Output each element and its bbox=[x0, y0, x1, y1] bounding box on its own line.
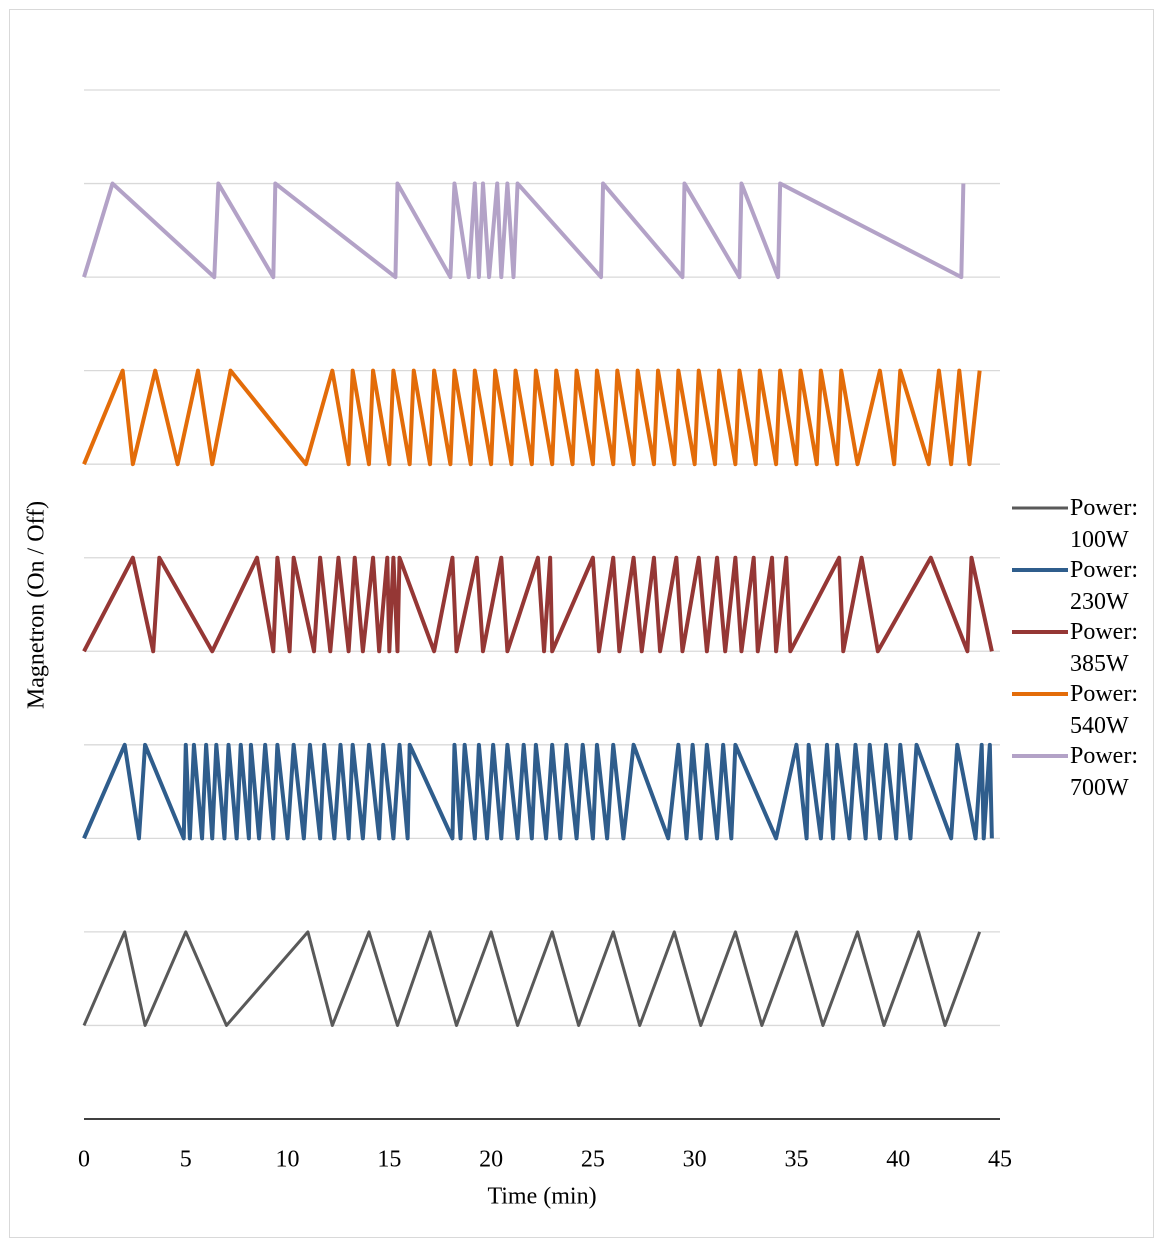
series-line bbox=[82, 930, 982, 1027]
legend-label: Power: 700W bbox=[1070, 743, 1138, 801]
legend-label: Power: 385W bbox=[1070, 619, 1138, 677]
x-tick-label: 0 bbox=[78, 1147, 90, 1173]
x-tick-label: 25 bbox=[581, 1147, 605, 1173]
x-tick-label: 40 bbox=[886, 1147, 910, 1173]
legend-label: Power: 100W bbox=[1070, 495, 1138, 553]
legend-label: Power: 230W bbox=[1070, 557, 1138, 615]
series-line bbox=[82, 181, 966, 280]
x-tick-label: 10 bbox=[276, 1147, 300, 1173]
x-tick-label: 5 bbox=[180, 1147, 192, 1173]
x-tick-label: 35 bbox=[784, 1147, 808, 1173]
series-line bbox=[82, 368, 982, 467]
x-tick-label: 30 bbox=[683, 1147, 707, 1173]
x-tick-label: 45 bbox=[988, 1147, 1012, 1173]
x-tick-label: 20 bbox=[479, 1147, 503, 1173]
series-line bbox=[82, 742, 994, 841]
x-axis-label: Time (min) bbox=[487, 1184, 596, 1210]
legend-label: Power: 540W bbox=[1070, 681, 1138, 739]
x-tick-label: 15 bbox=[377, 1147, 401, 1173]
series-line bbox=[82, 555, 994, 654]
chart-border bbox=[9, 9, 1154, 1238]
y-axis-label: Magnetron (On / Off) bbox=[24, 501, 50, 709]
